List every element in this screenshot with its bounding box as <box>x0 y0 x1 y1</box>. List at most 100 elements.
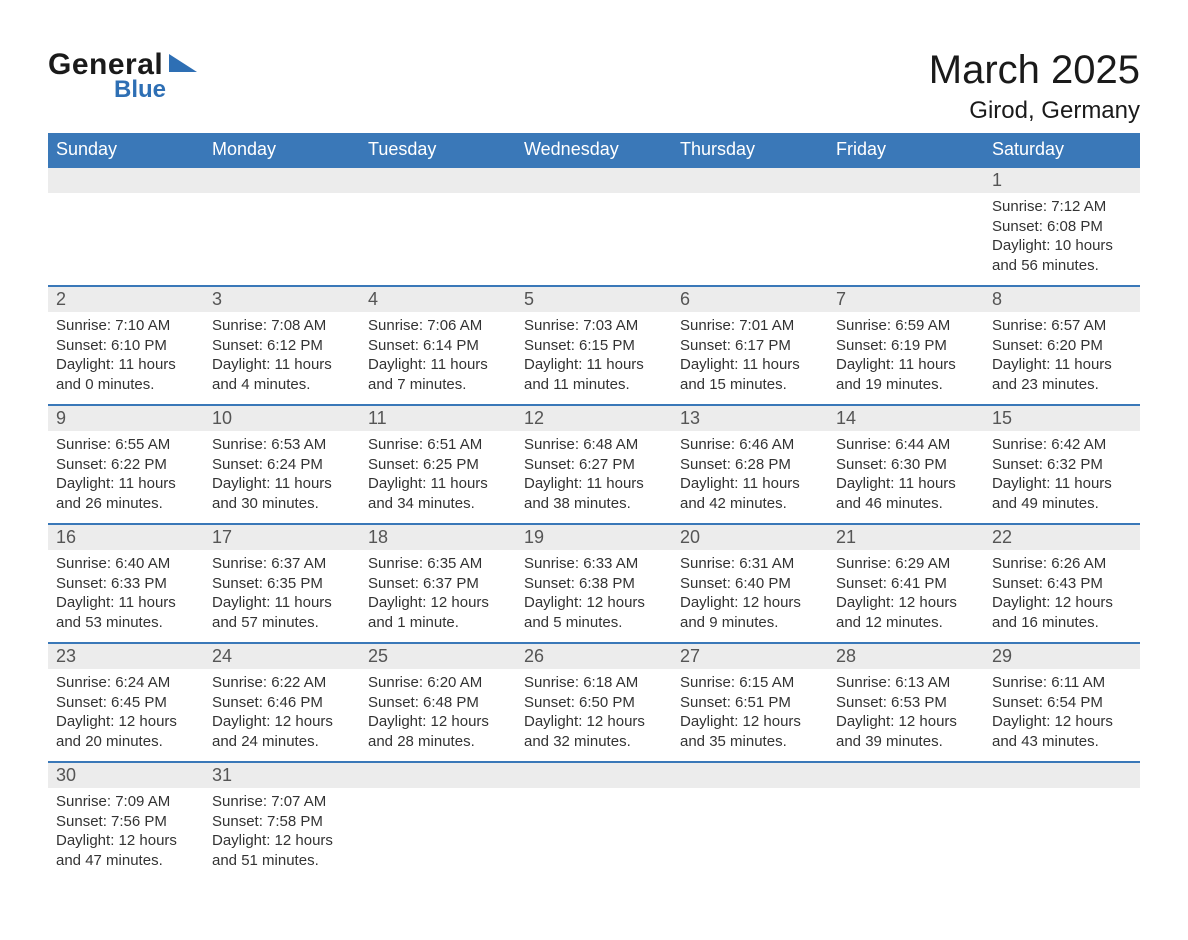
day-sunrise: Sunrise: 7:03 AM <box>524 316 666 336</box>
day-details-cell <box>672 788 828 880</box>
day-details-cell: Sunrise: 6:59 AMSunset: 6:19 PMDaylight:… <box>828 312 984 405</box>
day-day2: and 9 minutes. <box>680 613 822 633</box>
day-sunset: Sunset: 6:24 PM <box>212 455 354 475</box>
day-details-cell: Sunrise: 6:20 AMSunset: 6:48 PMDaylight:… <box>360 669 516 762</box>
weekday-header-row: Sunday Monday Tuesday Wednesday Thursday… <box>48 133 1140 167</box>
day-sunrise: Sunrise: 6:42 AM <box>992 435 1134 455</box>
day-sunset: Sunset: 6:51 PM <box>680 693 822 713</box>
details-row: Sunrise: 7:10 AMSunset: 6:10 PMDaylight:… <box>48 312 1140 405</box>
day-number-cell: 26 <box>516 643 672 669</box>
day-number-cell: 29 <box>984 643 1140 669</box>
day-number-cell: 24 <box>204 643 360 669</box>
day-day2: and 16 minutes. <box>992 613 1134 633</box>
weekday-header: Saturday <box>984 133 1140 167</box>
daynum-row: 1 <box>48 167 1140 193</box>
day-details-cell: Sunrise: 7:10 AMSunset: 6:10 PMDaylight:… <box>48 312 204 405</box>
day-day2: and 30 minutes. <box>212 494 354 514</box>
day-number-cell: 15 <box>984 405 1140 431</box>
day-day2: and 46 minutes. <box>836 494 978 514</box>
day-sunset: Sunset: 6:37 PM <box>368 574 510 594</box>
day-day1: Daylight: 11 hours <box>368 474 510 494</box>
day-sunset: Sunset: 6:12 PM <box>212 336 354 356</box>
day-sunrise: Sunrise: 6:59 AM <box>836 316 978 336</box>
weekday-header: Sunday <box>48 133 204 167</box>
day-sunset: Sunset: 6:17 PM <box>680 336 822 356</box>
day-day2: and 32 minutes. <box>524 732 666 752</box>
daynum-row: 23242526272829 <box>48 643 1140 669</box>
day-sunset: Sunset: 6:43 PM <box>992 574 1134 594</box>
logo-word-2: Blue <box>114 76 197 104</box>
day-sunrise: Sunrise: 6:48 AM <box>524 435 666 455</box>
day-sunrise: Sunrise: 6:29 AM <box>836 554 978 574</box>
day-day1: Daylight: 11 hours <box>836 474 978 494</box>
day-day1: Daylight: 12 hours <box>680 593 822 613</box>
day-day2: and 57 minutes. <box>212 613 354 633</box>
day-number-cell: 16 <box>48 524 204 550</box>
day-number-cell <box>672 167 828 193</box>
day-details-cell: Sunrise: 6:26 AMSunset: 6:43 PMDaylight:… <box>984 550 1140 643</box>
day-sunrise: Sunrise: 6:40 AM <box>56 554 198 574</box>
day-day1: Daylight: 11 hours <box>56 474 198 494</box>
day-details-cell: Sunrise: 7:06 AMSunset: 6:14 PMDaylight:… <box>360 312 516 405</box>
day-day1: Daylight: 12 hours <box>524 712 666 732</box>
day-sunset: Sunset: 6:40 PM <box>680 574 822 594</box>
day-details-cell: Sunrise: 7:09 AMSunset: 7:56 PMDaylight:… <box>48 788 204 880</box>
day-sunrise: Sunrise: 6:31 AM <box>680 554 822 574</box>
weekday-header: Monday <box>204 133 360 167</box>
day-details-cell: Sunrise: 6:22 AMSunset: 6:46 PMDaylight:… <box>204 669 360 762</box>
day-day2: and 23 minutes. <box>992 375 1134 395</box>
day-details-cell: Sunrise: 6:13 AMSunset: 6:53 PMDaylight:… <box>828 669 984 762</box>
day-number-cell <box>984 762 1140 788</box>
day-sunset: Sunset: 6:08 PM <box>992 217 1134 237</box>
day-day2: and 43 minutes. <box>992 732 1134 752</box>
day-sunset: Sunset: 6:20 PM <box>992 336 1134 356</box>
weekday-header: Wednesday <box>516 133 672 167</box>
day-sunrise: Sunrise: 6:15 AM <box>680 673 822 693</box>
day-number-cell: 19 <box>516 524 672 550</box>
day-day2: and 53 minutes. <box>56 613 198 633</box>
day-day1: Daylight: 12 hours <box>836 593 978 613</box>
day-day2: and 24 minutes. <box>212 732 354 752</box>
day-day1: Daylight: 11 hours <box>836 355 978 375</box>
day-sunrise: Sunrise: 7:10 AM <box>56 316 198 336</box>
day-day1: Daylight: 11 hours <box>524 355 666 375</box>
day-sunrise: Sunrise: 6:11 AM <box>992 673 1134 693</box>
day-sunset: Sunset: 6:27 PM <box>524 455 666 475</box>
day-number-cell: 6 <box>672 286 828 312</box>
day-day1: Daylight: 11 hours <box>680 355 822 375</box>
day-sunset: Sunset: 6:50 PM <box>524 693 666 713</box>
day-details-cell <box>828 788 984 880</box>
day-sunset: Sunset: 6:14 PM <box>368 336 510 356</box>
day-sunset: Sunset: 6:25 PM <box>368 455 510 475</box>
day-day2: and 47 minutes. <box>56 851 198 871</box>
day-sunrise: Sunrise: 6:18 AM <box>524 673 666 693</box>
day-number-cell: 27 <box>672 643 828 669</box>
day-day2: and 20 minutes. <box>56 732 198 752</box>
day-details-cell <box>828 193 984 286</box>
day-number-cell: 11 <box>360 405 516 431</box>
day-sunrise: Sunrise: 6:51 AM <box>368 435 510 455</box>
day-number-cell: 5 <box>516 286 672 312</box>
day-number-cell: 22 <box>984 524 1140 550</box>
day-details-cell <box>672 193 828 286</box>
day-day2: and 39 minutes. <box>836 732 978 752</box>
day-day1: Daylight: 12 hours <box>836 712 978 732</box>
day-day2: and 49 minutes. <box>992 494 1134 514</box>
day-day2: and 51 minutes. <box>212 851 354 871</box>
day-sunrise: Sunrise: 6:35 AM <box>368 554 510 574</box>
month-title: March 2025 <box>929 48 1140 93</box>
day-sunset: Sunset: 6:19 PM <box>836 336 978 356</box>
day-details-cell: Sunrise: 6:57 AMSunset: 6:20 PMDaylight:… <box>984 312 1140 405</box>
day-number-cell: 25 <box>360 643 516 669</box>
day-sunrise: Sunrise: 6:57 AM <box>992 316 1134 336</box>
details-row: Sunrise: 6:55 AMSunset: 6:22 PMDaylight:… <box>48 431 1140 524</box>
daynum-row: 16171819202122 <box>48 524 1140 550</box>
day-details-cell <box>360 788 516 880</box>
day-number-cell: 9 <box>48 405 204 431</box>
day-day1: Daylight: 12 hours <box>368 712 510 732</box>
day-details-cell: Sunrise: 6:55 AMSunset: 6:22 PMDaylight:… <box>48 431 204 524</box>
day-sunrise: Sunrise: 6:44 AM <box>836 435 978 455</box>
day-number-cell <box>360 762 516 788</box>
day-number-cell <box>516 167 672 193</box>
day-number-cell: 17 <box>204 524 360 550</box>
